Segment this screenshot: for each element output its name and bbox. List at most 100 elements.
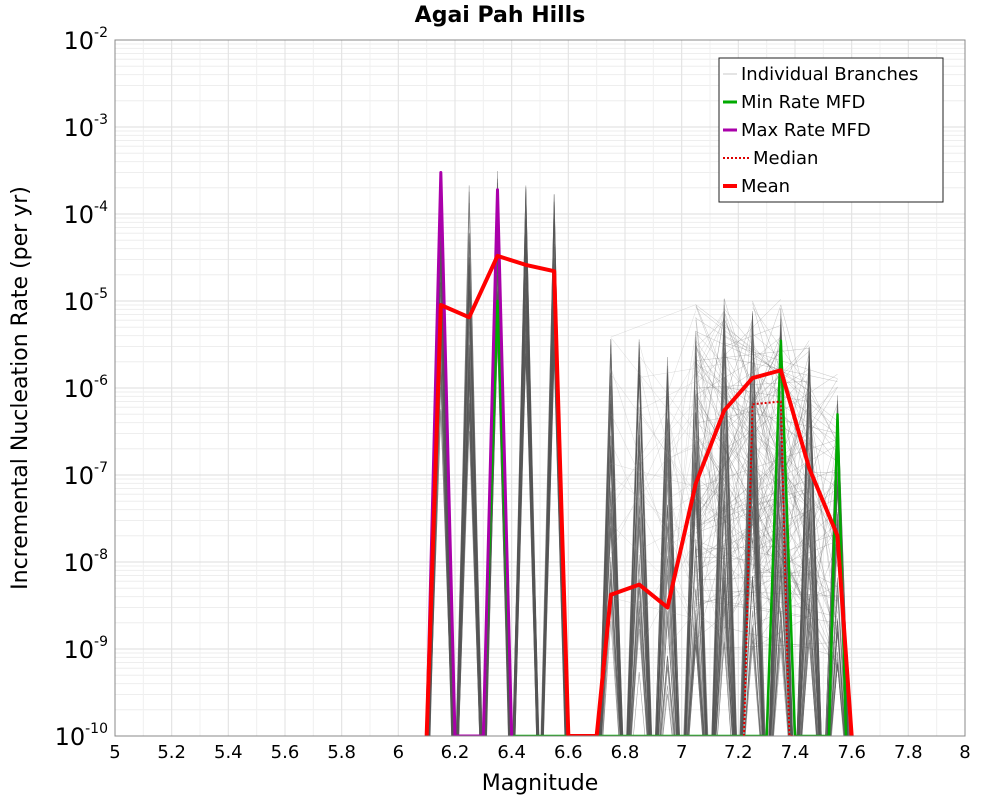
branch-line xyxy=(662,693,673,736)
branch-line xyxy=(686,589,705,736)
branch-line xyxy=(695,546,781,550)
branch-line xyxy=(830,664,845,736)
branch-line xyxy=(828,618,847,736)
branch-line xyxy=(739,331,766,736)
branch-line xyxy=(695,372,782,512)
branch-line xyxy=(752,481,838,567)
branch-line xyxy=(801,618,818,736)
branch-line xyxy=(695,381,782,506)
branch-line xyxy=(638,409,725,545)
branch-line xyxy=(808,403,838,479)
branch-line xyxy=(600,578,621,736)
branch-line xyxy=(808,410,838,567)
branch-line xyxy=(695,366,753,596)
branch-line xyxy=(610,304,696,338)
branch-line xyxy=(695,498,781,564)
branch-line xyxy=(752,554,810,618)
branch-line xyxy=(724,601,810,618)
branch-line xyxy=(695,426,782,514)
branch-line xyxy=(800,609,819,736)
branch-line xyxy=(629,578,650,736)
branch-line xyxy=(780,533,838,554)
branch-line xyxy=(724,335,753,351)
branch-line xyxy=(695,356,725,601)
branch-line xyxy=(743,578,762,736)
branch-line xyxy=(723,318,810,531)
branch-line xyxy=(659,616,676,736)
branch-line xyxy=(752,388,810,636)
branch-line xyxy=(629,498,650,736)
branch-line xyxy=(723,367,782,515)
branch-line xyxy=(684,330,708,736)
plot-frame xyxy=(114,39,966,737)
y-tick-label: 10-2 xyxy=(63,25,108,55)
branch-line xyxy=(610,463,725,495)
branch-line xyxy=(630,616,648,736)
branch-line xyxy=(723,344,810,433)
branch-line xyxy=(662,685,673,736)
branch-line xyxy=(667,415,725,636)
branch-line xyxy=(695,526,781,571)
branch-line xyxy=(695,393,838,668)
branch-line xyxy=(830,630,845,736)
branch-line xyxy=(768,331,793,736)
branch-line xyxy=(752,501,810,570)
branch-line xyxy=(429,410,453,736)
branch-line xyxy=(769,333,793,736)
legend: Individual Branches Min Rate MFD Max Rate … xyxy=(718,57,944,203)
branch-line xyxy=(808,434,838,645)
branch-line xyxy=(602,621,619,736)
branch-line xyxy=(695,363,810,447)
x-tick-label: 7.8 xyxy=(894,742,923,763)
branch-line xyxy=(752,528,838,649)
branch-line xyxy=(723,315,753,624)
branch-line xyxy=(667,309,725,565)
branch-line xyxy=(752,387,838,528)
branch-line xyxy=(695,546,725,575)
branch-line xyxy=(828,594,847,736)
branch-line xyxy=(800,623,818,736)
branch-line xyxy=(610,523,725,639)
branch-line xyxy=(752,372,838,634)
x-tick-label: 5.2 xyxy=(157,742,186,763)
branch-line xyxy=(809,647,838,658)
branch-line xyxy=(742,576,763,736)
branch-line xyxy=(714,605,734,736)
x-tick-label: 6 xyxy=(393,742,404,763)
branch-line xyxy=(455,288,483,736)
x-axis-ticks: 5 5.2 5.4 5.6 5.8 6 6.2 6.4 6.6 6.8 7 7.2 7.4 7.6 7.8 8 xyxy=(109,742,970,763)
branch-line xyxy=(723,405,810,545)
branch-line xyxy=(660,663,675,736)
branch-line xyxy=(711,416,737,736)
branch-line xyxy=(667,337,697,654)
branch-line xyxy=(695,433,838,671)
branch-line xyxy=(723,310,753,432)
branch-line xyxy=(667,370,725,449)
branch-line xyxy=(514,246,538,736)
branch-line xyxy=(610,367,697,635)
branch-line xyxy=(630,605,648,736)
branch-line xyxy=(628,517,650,736)
branch-line xyxy=(695,402,810,562)
branch-line xyxy=(801,642,817,736)
branch-line xyxy=(695,357,725,403)
branch-line xyxy=(610,310,725,510)
branch-line xyxy=(739,311,766,736)
branch-line xyxy=(744,646,761,736)
branch-line xyxy=(724,386,810,402)
branch-line xyxy=(456,409,482,736)
branch-line xyxy=(723,404,838,664)
branch-line xyxy=(724,510,838,608)
branch-line xyxy=(724,532,810,607)
branch-line xyxy=(610,373,725,534)
branch-line xyxy=(724,642,838,649)
branch-line xyxy=(659,655,676,736)
branch-line xyxy=(799,598,819,736)
x-tick-label: 7.4 xyxy=(781,742,810,763)
branch-line xyxy=(724,468,838,513)
branch-line xyxy=(639,363,725,378)
branch-line xyxy=(695,589,838,597)
branch-line xyxy=(695,496,781,527)
branch-line xyxy=(752,334,782,404)
